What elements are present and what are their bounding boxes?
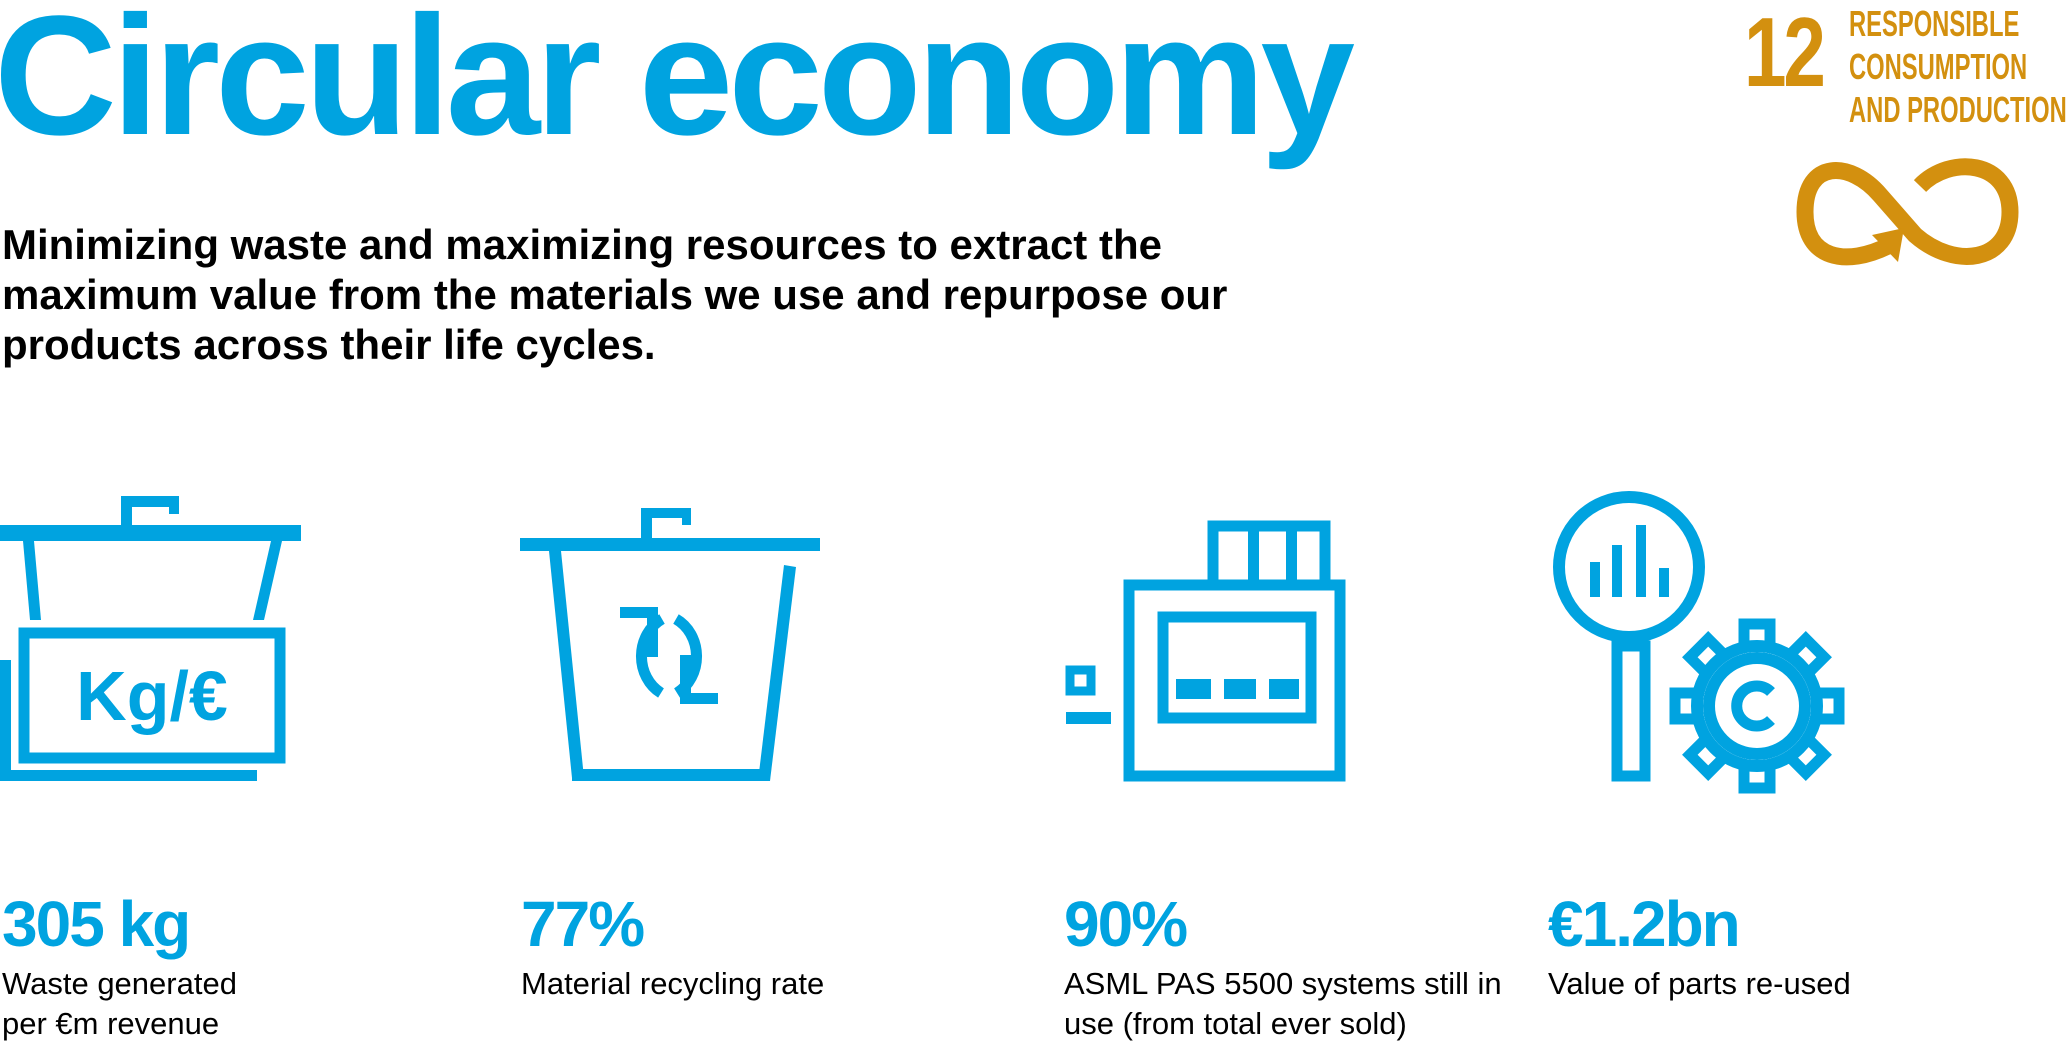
stat-description: Material recycling rate [521,966,825,1001]
stat-parts-reused: €1.2bn Value of parts re-used [1548,888,2008,1004]
recycle-bin-icon [520,508,820,781]
stat-description: Value of parts re-used [1548,966,1851,1001]
kg-per-euro-label: Kg/€ [76,657,228,735]
sdg-label-line: CONSUMPTION [1849,46,2028,87]
stat-value: 90% [1064,888,1188,960]
infinity-arrow-icon [1796,158,2019,266]
sdg-label-line: AND PRODUCTION [1849,89,2067,130]
page-subtitle: Minimizing waste and maximizing resource… [2,221,1228,368]
stat-value: 305 kg [2,888,191,960]
stat-waste: 305 kg Waste generated per €m revenue [2,888,282,1044]
stat-recycling: 77% Material recycling rate [521,888,981,1004]
stat-value: €1.2bn [1548,888,1741,960]
stat-description: ASML PAS 5500 systems still in use (from… [1064,966,1502,1041]
stat-value: 77% [521,888,645,960]
page-title: Circular economy [0,0,1355,171]
lithography-system-icon [1065,520,1346,782]
stat-systems-in-use: 90% ASML PAS 5500 systems still in use (… [1064,888,1514,1044]
sdg-label: RESPONSIBLE CONSUMPTION AND PRODUCTION [1849,2,2067,131]
stat-description: Waste generated per €m revenue [2,966,237,1041]
waste-bin-scale-icon: Kg/€ [0,496,301,781]
sdg-label-line: RESPONSIBLE [1849,3,2020,44]
sdg-number: 12 [1744,0,1826,107]
magnifier-gear-icon [1553,491,1845,794]
